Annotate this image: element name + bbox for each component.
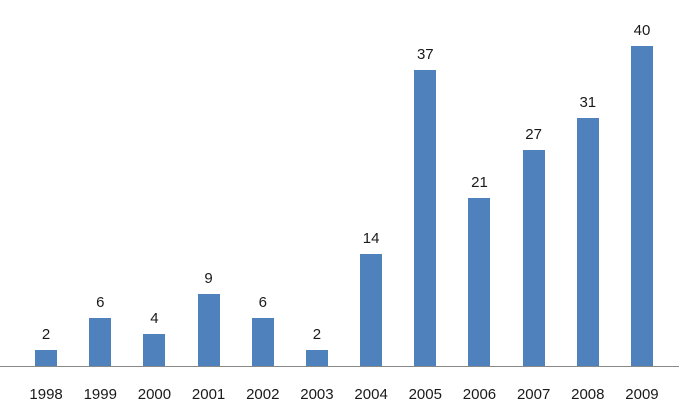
x-axis-tick-label: 2007 — [516, 386, 551, 403]
bar — [360, 254, 383, 366]
bar — [522, 150, 545, 366]
bar — [576, 118, 599, 366]
x-axis-tick-label: 1998 — [29, 386, 63, 403]
bar — [251, 318, 274, 366]
bar-column: 2 — [290, 0, 344, 366]
bar — [143, 334, 166, 366]
x-axis-tick-label: 2005 — [408, 386, 442, 403]
x-axis-tick-label: 2008 — [571, 386, 605, 403]
bar — [35, 350, 58, 366]
bar-column: 6 — [73, 0, 127, 366]
x-axis-tick-label: 2001 — [191, 386, 226, 403]
x-axis-tick-label: 2009 — [625, 386, 659, 403]
bar-column: 21 — [452, 0, 506, 366]
bar — [197, 294, 220, 366]
bar — [630, 46, 653, 366]
x-axis-tick-labels: 1998 1999 2000 2001 2002 2003 2004 2005 2006 2007… — [19, 386, 669, 404]
bar-value-label: 2 — [41, 326, 51, 343]
bar-value-label: 37 — [416, 46, 434, 63]
bar-value-label: 14 — [362, 230, 380, 247]
bar-value-label: 6 — [258, 294, 267, 311]
bar-value-label: 40 — [633, 22, 651, 39]
x-axis-tick-label: 1999 — [83, 386, 117, 403]
x-axis-tick-label: 2003 — [300, 386, 334, 403]
bar-value-label: 2 — [312, 326, 322, 343]
bar-column: 6 — [236, 0, 290, 366]
bar — [414, 70, 437, 366]
plot-area: 2 6 4 9 6 2 14 37 21 27 31 40 — [19, 0, 669, 366]
bar-column: 2 — [19, 0, 73, 366]
bar-column: 37 — [398, 0, 452, 366]
bar — [468, 198, 491, 366]
bar-column: 4 — [127, 0, 181, 366]
bar-value-label: 6 — [96, 294, 105, 311]
bar-value-label: 9 — [204, 270, 213, 287]
x-axis-tick-label: 2006 — [462, 386, 497, 403]
bar — [89, 318, 112, 366]
bar-value-label: 27 — [525, 126, 542, 143]
x-axis-tick-label: 2004 — [354, 386, 388, 403]
bar-value-label: 4 — [150, 310, 159, 327]
bar-column: 40 — [615, 0, 669, 366]
x-axis-line — [0, 366, 679, 367]
bar-value-label: 21 — [471, 174, 488, 191]
bar-column: 14 — [344, 0, 398, 366]
x-axis-tick-label: 2002 — [246, 386, 280, 403]
bar-value-label: 31 — [579, 94, 597, 111]
bar-column: 9 — [182, 0, 236, 366]
bar — [305, 350, 328, 366]
x-axis-tick-label: 2000 — [137, 386, 172, 403]
bar-column: 31 — [561, 0, 615, 366]
bar-column: 27 — [507, 0, 561, 366]
